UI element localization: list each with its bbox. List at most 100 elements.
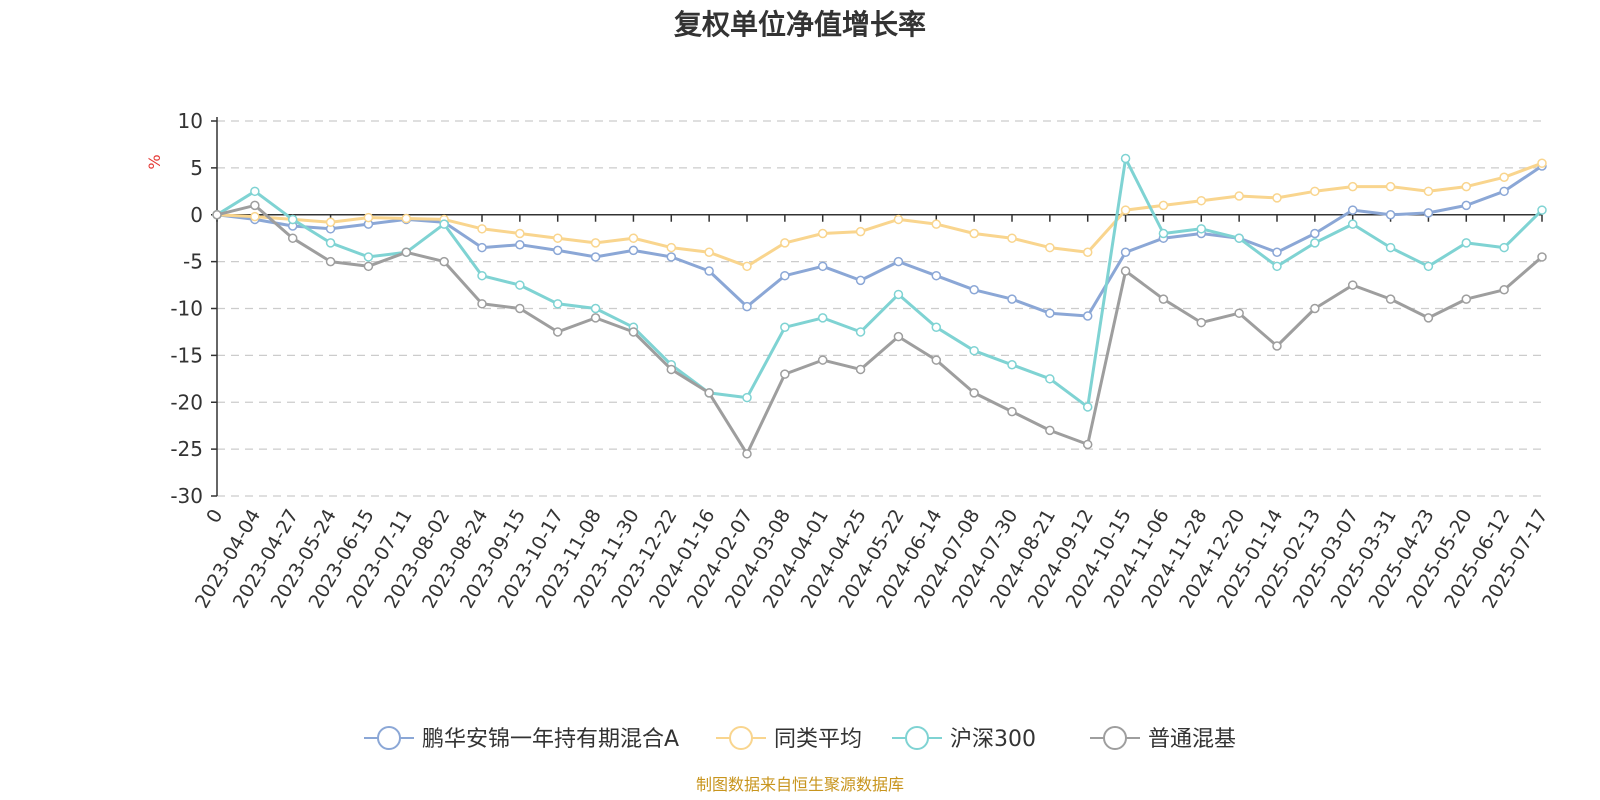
data-point [1007,233,1017,243]
data-point [855,226,866,237]
data-point [1423,186,1434,197]
legend-label: 同类平均 [774,727,862,752]
data-point [1158,200,1169,211]
data-point [439,219,449,229]
data-point [1310,303,1320,314]
legend-item-0[interactable]: 鹏华安锦一年持有期混合A [364,726,679,752]
series-line-2 [216,157,1544,409]
data-point [1272,247,1282,257]
data-point [590,303,601,314]
data-point [515,303,525,314]
data-point [1385,242,1396,253]
data-point [590,238,601,248]
data-point [817,355,828,365]
legend-marker-icon [1103,726,1127,750]
data-point [1045,374,1055,384]
data-point [742,301,752,312]
data-point [1007,294,1017,304]
data-point [780,270,790,281]
legend-item-2[interactable]: 沪深300 [892,726,1036,752]
data-point [325,238,336,248]
data-point [1347,205,1358,215]
data-point [931,322,942,332]
data-point [1272,341,1282,351]
data-point [552,233,563,243]
y-tick-label: -30 [170,484,203,508]
data-point [250,186,260,197]
legend-marker-icon [905,726,929,750]
data-point [1082,311,1093,321]
legend-item-1[interactable]: 同类平均 [716,726,862,752]
legend-label: 普通混基 [1148,727,1236,752]
data-point [931,355,942,365]
legend-label: 沪深300 [950,727,1036,752]
data-point [1045,425,1055,436]
data-point [1385,181,1396,192]
data-point [325,256,336,267]
data-point [1310,238,1320,248]
data-point [552,245,563,256]
legend-item-3[interactable]: 普通混基 [1090,726,1236,752]
data-point [1347,219,1358,229]
data-point [893,256,904,267]
data-point [1347,181,1358,192]
data-point [969,228,979,239]
data-point [666,242,677,253]
data-point [515,228,525,239]
legend: 鹏华安锦一年持有期混合A 同类平均 沪深300 普通混基 [364,726,1236,752]
data-point [212,210,222,220]
data-point [1082,247,1093,257]
data-point [1007,406,1017,417]
data-point [969,285,979,295]
data-point [817,228,828,239]
data-point [1499,186,1509,197]
data-point [401,247,412,257]
data-point [1385,210,1396,220]
data-point [1461,238,1472,248]
data-point [401,213,412,224]
data-point [325,217,336,227]
y-tick-label: -10 [170,297,203,321]
data-point [1120,247,1131,257]
data-point [931,219,942,229]
data-point [1196,195,1207,206]
data-point [704,266,714,276]
data-point [855,364,866,375]
data-point [1461,181,1472,192]
data-point [1537,158,1547,168]
data-point [1234,233,1244,243]
data-point [893,289,904,300]
data-point [1045,308,1055,318]
data-point [1234,191,1244,201]
data-point [1499,285,1509,295]
data-point [1461,294,1472,304]
y-tick-label: 0 [190,203,203,227]
y-tick-label: -15 [170,343,203,367]
data-point [780,369,790,379]
series-lines [212,153,1547,459]
data-point [439,256,449,267]
data-point [363,261,374,272]
data-point [477,224,487,234]
data-point [1423,208,1434,218]
data-point [477,242,487,253]
data-point [515,280,525,290]
data-point [287,233,298,243]
series-line-3 [216,203,1543,456]
data-point [704,247,714,257]
data-point [1499,172,1509,182]
data-point [628,245,639,256]
series-line-0 [216,164,1543,318]
data-point [1310,228,1320,239]
data-point [1082,402,1093,412]
data-point [363,252,374,262]
data-point [552,299,563,309]
data-point [1537,252,1547,262]
data-point [590,313,601,323]
data-point [1045,242,1055,253]
data-source-note: 制图数据来自恒生聚源数据库 [696,775,904,794]
data-point [931,270,942,281]
data-point [1423,313,1434,323]
y-axis-unit: % [145,154,164,169]
